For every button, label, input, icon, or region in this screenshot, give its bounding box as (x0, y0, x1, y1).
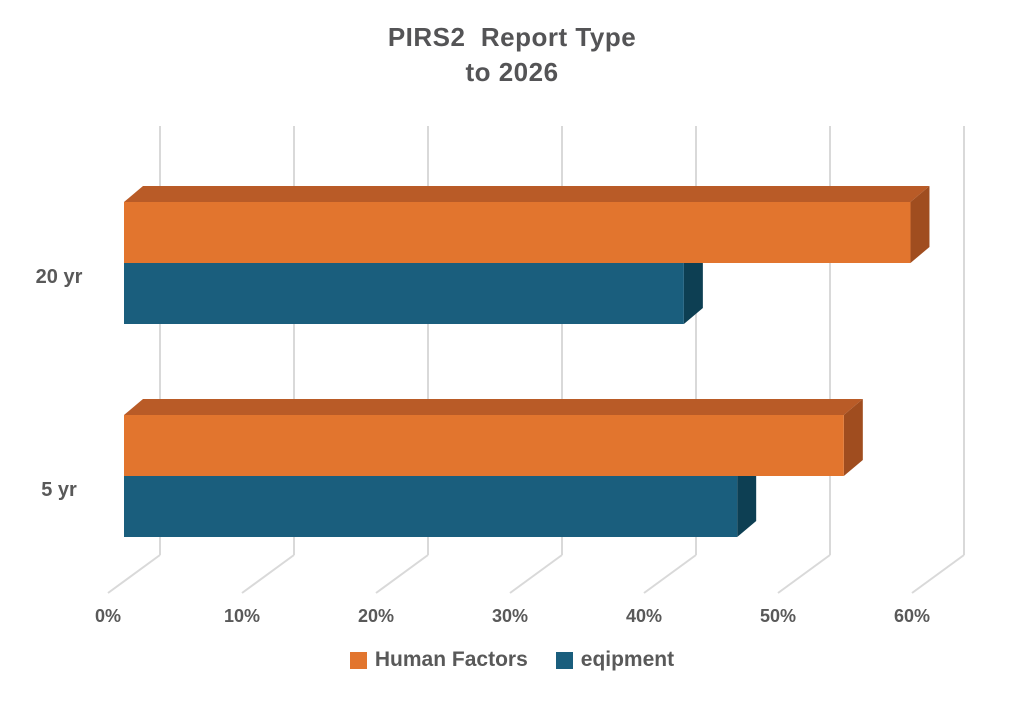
gridline-floor-segment (643, 554, 697, 594)
x-axis-tick-label: 0% (95, 606, 121, 626)
bar-eqipment-20-yr-side-face (683, 247, 703, 324)
chart-legend: Human Factors eqipment (0, 648, 1024, 672)
x-axis-tick-label: 30% (492, 606, 528, 626)
bar-eqipment-5-yr (124, 476, 738, 537)
legend-item-eqipment: eqipment (555, 648, 675, 672)
bar-human-factors-5-yr-top-face (124, 399, 863, 415)
chart-title: PIRS2 Report Type to 2026 (0, 20, 1024, 90)
gridline-floor-segment (777, 554, 831, 594)
bar-eqipment-5-yr-side-face (737, 460, 757, 537)
bar-human-factors-5-yr-side-face (843, 399, 863, 476)
gridline-floor-segment (241, 554, 295, 594)
bar-human-factors-5-yr (124, 415, 844, 476)
x-axis-tick-label: 60% (894, 606, 930, 626)
gridline-floor-segment (911, 554, 965, 594)
x-axis-tick-label: 20% (358, 606, 394, 626)
x-axis-tick-label: 10% (224, 606, 260, 626)
gridline-floor-segment (375, 554, 429, 594)
gridline-floor-segment (107, 554, 161, 594)
x-axis-tick-label: 50% (760, 606, 796, 626)
gridline-floor-segment (509, 554, 563, 594)
y-axis-category-label: 20 yr (36, 266, 83, 288)
chart-title-line-2: to 2026 (465, 57, 559, 87)
legend-label-human-factors: Human Factors (374, 648, 528, 671)
legend-swatch-human-factors (349, 651, 367, 669)
bar-human-factors-20-yr (124, 202, 911, 263)
legend-swatch-eqipment (555, 651, 573, 669)
bar-human-factors-20-yr-top-face (124, 186, 930, 202)
legend-item-human-factors: Human Factors (349, 648, 528, 672)
chart-title-line-1: PIRS2 Report Type (387, 22, 637, 52)
x-axis-tick-label: 40% (626, 606, 662, 626)
legend-label-eqipment: eqipment (580, 648, 675, 671)
bar-human-factors-20-yr-side-face (910, 186, 930, 263)
bar-eqipment-20-yr (124, 263, 684, 324)
y-axis-category-label: 5 yr (41, 479, 77, 501)
